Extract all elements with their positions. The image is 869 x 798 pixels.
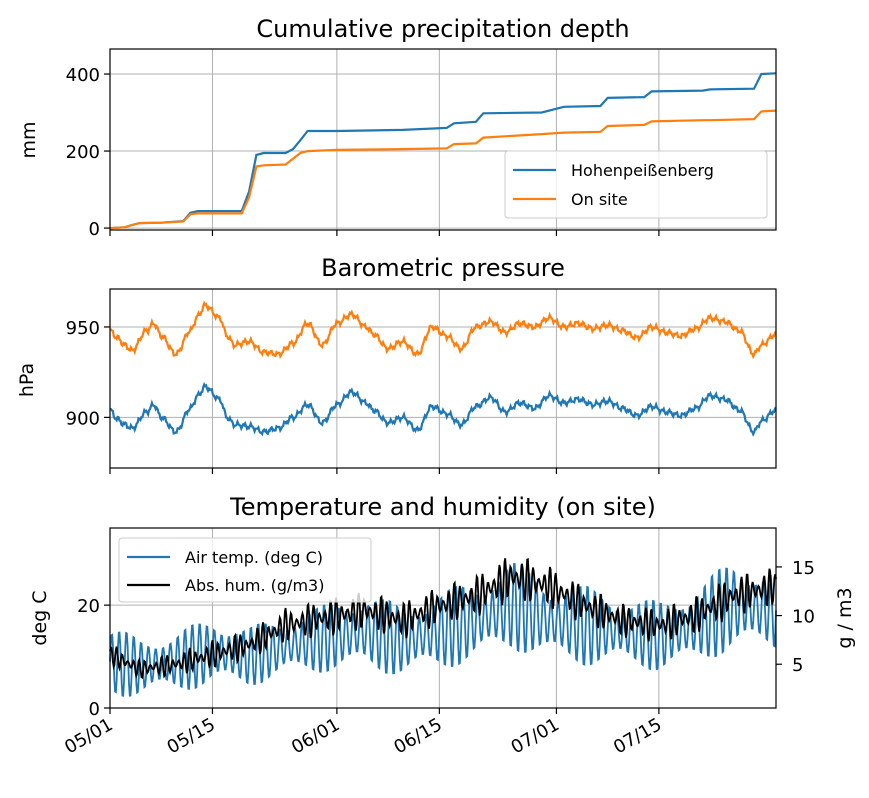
right-y-tick-label: 15 bbox=[792, 558, 815, 579]
pressure-panel: Barometric pressure 900 950 hPa bbox=[16, 254, 777, 474]
pressure-line-hohenpeissenberg bbox=[109, 381, 777, 437]
x-tick-label: 07/01 bbox=[508, 714, 563, 758]
temperature-humidity-title: Temperature and humidity (on site) bbox=[229, 493, 656, 521]
pressure-frame bbox=[109, 288, 777, 469]
temperature-humidity-panel: Temperature and humidity (on site) 0 20 5… bbox=[29, 493, 856, 758]
legend-label-air-temp: Air temp. (deg C) bbox=[185, 548, 323, 567]
pressure-series bbox=[109, 300, 777, 437]
x-tick-label: 06/15 bbox=[390, 714, 445, 758]
x-tick-label: 07/15 bbox=[610, 714, 665, 758]
legend-label-on-site: On site bbox=[571, 190, 628, 209]
date-x-ticks: 05/01 05/15 06/01 06/15 07/01 07/15 bbox=[61, 708, 665, 758]
precipitation-frame bbox=[109, 48, 777, 231]
temperature-y-label: deg C bbox=[29, 590, 51, 645]
pressure-title: Barometric pressure bbox=[321, 254, 565, 282]
humidity-y-ticks: 5 10 15 bbox=[776, 558, 815, 676]
y-tick-label: 400 bbox=[66, 65, 100, 86]
precipitation-title: Cumulative precipitation depth bbox=[256, 15, 629, 43]
precipitation-y-label: mm bbox=[18, 121, 40, 158]
air-temp-line bbox=[109, 563, 777, 697]
right-y-tick-label: 5 bbox=[792, 655, 803, 676]
y-tick-label: 0 bbox=[89, 699, 100, 720]
pressure-x-ticks bbox=[109, 468, 660, 474]
humidity-y-label: g / m3 bbox=[834, 587, 856, 648]
x-tick-label: 06/01 bbox=[288, 714, 343, 758]
precipitation-y-ticks: 0 200 400 bbox=[66, 65, 110, 240]
pressure-y-label: hPa bbox=[16, 363, 38, 397]
y-tick-label: 950 bbox=[66, 318, 100, 339]
abs-hum-line bbox=[109, 557, 777, 680]
y-tick-label: 200 bbox=[66, 142, 100, 163]
x-tick-label: 05/01 bbox=[61, 714, 116, 758]
precipitation-x-ticks bbox=[109, 230, 660, 236]
temperature-humidity-series bbox=[109, 557, 777, 697]
precipitation-series bbox=[109, 72, 777, 230]
y-tick-label: 900 bbox=[66, 408, 100, 429]
precipitation-legend: Hohenpeißenberg On site bbox=[504, 150, 768, 219]
right-y-tick-label: 10 bbox=[792, 607, 815, 628]
temperature-humidity-legend: Air temp. (deg C) Abs. hum. (g/m3) bbox=[118, 537, 372, 603]
pressure-y-ticks: 900 950 bbox=[66, 318, 110, 429]
pressure-grid bbox=[109, 289, 776, 468]
pressure-line-on-site bbox=[110, 300, 777, 360]
temperature-y-ticks: 0 20 bbox=[77, 596, 110, 720]
legend-label-abs-hum: Abs. hum. (g/m3) bbox=[185, 576, 324, 595]
precipitation-panel: Cumulative precipitation depth 0 200 400 m… bbox=[18, 15, 777, 240]
precipitation-line-on-site bbox=[109, 109, 777, 230]
y-tick-label: 0 bbox=[89, 219, 100, 240]
x-tick-label: 05/15 bbox=[164, 714, 219, 758]
y-tick-label: 20 bbox=[77, 596, 100, 617]
temperature-humidity-frame bbox=[109, 527, 777, 709]
legend-label-hohenpeissenberg: Hohenpeißenberg bbox=[571, 161, 714, 180]
